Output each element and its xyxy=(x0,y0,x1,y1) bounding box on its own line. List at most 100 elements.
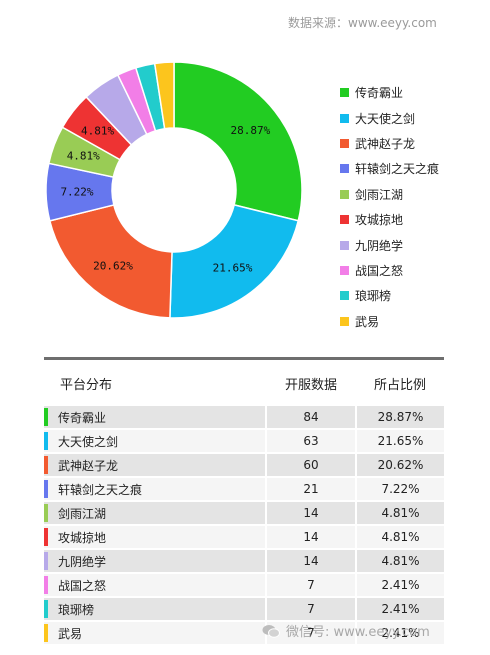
table-row: 武易 7 2.41% xyxy=(44,621,444,646)
row-share: 2.41% xyxy=(355,597,444,622)
slice-label-5: 4.81% xyxy=(67,150,100,163)
slice-label-3: 20.62% xyxy=(93,259,133,272)
legend-item: 战国之怒 xyxy=(340,258,439,283)
row-platform-name: 琅琊榜 xyxy=(58,602,95,617)
legend-swatch xyxy=(340,88,349,98)
legend-label: 大天使之剑 xyxy=(355,111,416,126)
donut-slice-3 xyxy=(48,204,173,319)
legend-swatch xyxy=(340,164,349,174)
row-color-marker xyxy=(44,528,48,546)
row-platform-cell: 传奇霸业 xyxy=(44,406,266,430)
row-share: 4.81% xyxy=(355,501,444,526)
chart-legend: 传奇霸业 大天使之剑 武神赵子龙 轩辕剑之天之痕 剑雨江湖 攻城掠地 九阴绝学 战国之怒 琅琊榜… xyxy=(340,80,439,334)
row-count: 63 xyxy=(265,429,356,454)
legend-swatch xyxy=(340,215,349,225)
row-color-marker xyxy=(44,432,48,450)
row-platform-cell: 大天使之剑 xyxy=(44,429,266,454)
legend-swatch xyxy=(340,113,349,123)
donut-slice-10 xyxy=(153,61,175,130)
row-color-marker xyxy=(44,504,48,522)
row-count: 14 xyxy=(265,549,356,574)
legend-label: 武神赵子龙 xyxy=(355,136,416,151)
row-platform-cell: 武易 xyxy=(44,621,266,646)
table-header-row: 平台分布 开服数据 所占比例 xyxy=(44,360,444,406)
table-row: 战国之怒 7 2.41% xyxy=(44,573,444,598)
legend-swatch xyxy=(340,265,349,275)
row-platform-name: 剑雨江湖 xyxy=(58,506,107,521)
row-share: 20.62% xyxy=(355,453,444,478)
row-count: 14 xyxy=(265,525,356,550)
row-share: 7.22% xyxy=(355,477,444,502)
header-count: 开服数据 xyxy=(284,377,337,393)
legend-swatch xyxy=(340,316,349,326)
row-platform-cell: 琅琊榜 xyxy=(44,597,266,622)
row-platform-cell: 攻城掠地 xyxy=(44,525,266,550)
legend-label: 轩辕剑之天之痕 xyxy=(355,162,440,177)
table-row: 武神赵子龙 60 20.62% xyxy=(44,453,444,478)
row-platform-cell: 战国之怒 xyxy=(44,573,266,598)
row-platform-cell: 剑雨江湖 xyxy=(44,501,266,526)
slice-label-4: 7.22% xyxy=(60,186,93,199)
row-platform-name: 攻城掠地 xyxy=(58,530,107,545)
data-source-text: 数据来源：www.eeyy.com xyxy=(288,16,437,30)
row-platform-name: 大天使之剑 xyxy=(58,434,119,449)
row-platform-name: 武神赵子龙 xyxy=(58,458,119,473)
legend-label: 武易 xyxy=(355,314,380,329)
legend-item: 攻城掠地 xyxy=(340,207,439,232)
row-count: 7 xyxy=(265,573,356,598)
table-row: 大天使之剑 63 21.65% xyxy=(44,429,444,454)
row-count: 7 xyxy=(265,597,356,622)
donut-slice-2 xyxy=(169,203,300,319)
legend-swatch xyxy=(340,291,349,301)
table-top-rule xyxy=(44,357,444,360)
legend-item: 武易 xyxy=(340,309,439,334)
row-share: 4.81% xyxy=(355,525,444,550)
legend-swatch xyxy=(340,240,349,250)
row-color-marker xyxy=(44,600,48,618)
table-row: 攻城掠地 14 4.81% xyxy=(44,525,444,550)
watermark-text: 微信号: www.eeyy.com xyxy=(286,625,430,640)
row-share: 4.81% xyxy=(355,549,444,574)
row-color-marker xyxy=(44,552,48,570)
row-share: 21.65% xyxy=(355,429,444,454)
legend-item: 轩辕剑之天之痕 xyxy=(340,156,439,181)
legend-item: 琅琊榜 xyxy=(340,283,439,308)
legend-item: 剑雨江湖 xyxy=(340,182,439,207)
slice-label-6: 4.81% xyxy=(81,124,114,137)
platform-table: 平台分布 开服数据 所占比例 传奇霸业 84 28.87% 大天使之剑 63 21.65%… xyxy=(44,360,444,646)
row-color-marker xyxy=(44,408,48,426)
legend-label: 战国之怒 xyxy=(355,263,404,278)
legend-label: 攻城掠地 xyxy=(355,213,404,228)
legend-swatch xyxy=(340,189,349,199)
table-row: 轩辕剑之天之痕 21 7.22% xyxy=(44,477,444,502)
row-share: 28.87% xyxy=(355,406,444,430)
row-count: 60 xyxy=(265,453,356,478)
row-count: 7 xyxy=(265,621,356,646)
row-platform-name: 九阴绝学 xyxy=(58,554,107,569)
table-row: 琅琊榜 7 2.41% xyxy=(44,597,444,622)
row-count: 14 xyxy=(265,501,356,526)
row-platform-name: 传奇霸业 xyxy=(58,410,107,425)
row-count: 84 xyxy=(265,406,356,430)
donut-slice-1 xyxy=(173,61,303,222)
row-color-marker xyxy=(44,576,48,594)
row-color-marker xyxy=(44,456,48,474)
legend-label: 琅琊榜 xyxy=(355,289,392,304)
legend-item: 武神赵子龙 xyxy=(340,131,439,156)
row-platform-cell: 轩辕剑之天之痕 xyxy=(44,477,266,502)
platform-table-container: 平台分布 开服数据 所占比例 传奇霸业 84 28.87% 大天使之剑 63 21.65%… xyxy=(44,357,444,646)
legend-item: 传奇霸业 xyxy=(340,80,439,105)
table-row: 传奇霸业 84 28.87% xyxy=(44,406,444,430)
table-row: 九阴绝学 14 4.81% xyxy=(44,549,444,574)
row-platform-cell: 武神赵子龙 xyxy=(44,453,266,478)
row-share: 2.41% xyxy=(355,621,444,646)
row-share: 2.41% xyxy=(355,573,444,598)
row-count: 21 xyxy=(265,477,356,502)
legend-item: 大天使之剑 xyxy=(340,105,439,130)
header-platform: 平台分布 xyxy=(60,377,113,393)
wechat-watermark: 微信号: www.eeyy.com xyxy=(262,621,430,640)
header-share: 所占比例 xyxy=(373,377,426,393)
legend-label: 传奇霸业 xyxy=(355,86,404,101)
row-color-marker xyxy=(44,624,48,642)
slice-label-1: 28.87% xyxy=(231,124,271,137)
